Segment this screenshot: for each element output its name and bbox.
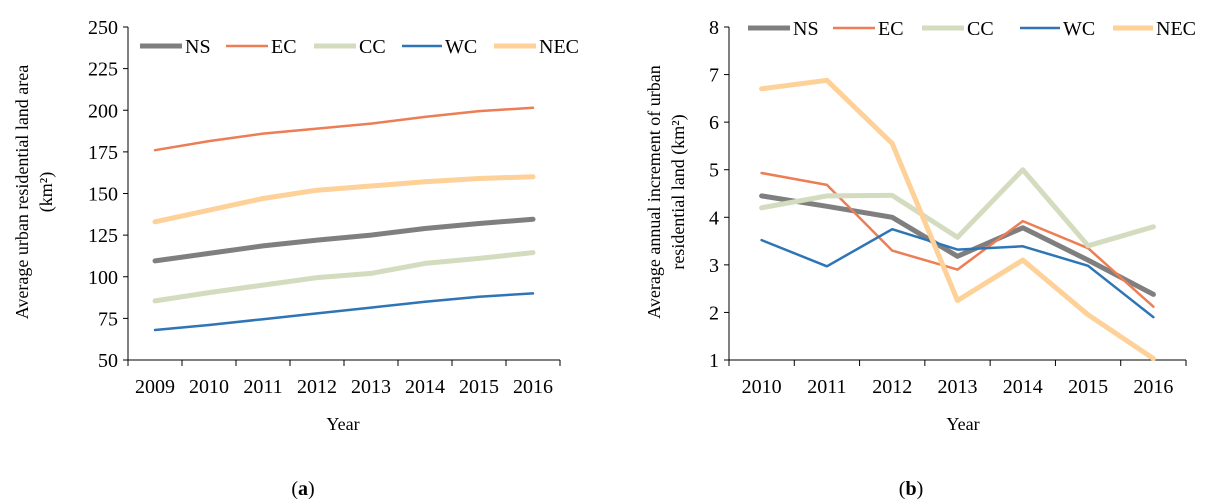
chart-a-series-line-nec	[152, 174, 536, 225]
chart-b-y-tick-label: 2	[709, 302, 719, 324]
chart-b-legend-label-wc: WC	[1063, 18, 1095, 40]
chart-a-x-tick-label: 2012	[297, 376, 337, 398]
chart-a-series-line-wc	[153, 292, 535, 332]
chart-a-y-ticks: 50 75 100 125 150 175 200 225 250	[88, 17, 128, 372]
chart-a-y-tick-label: 75	[98, 308, 118, 330]
chart-a-x-tick-label: 2013	[351, 376, 391, 398]
chart-b-y-tick-label: 1	[709, 350, 719, 372]
chart-b-legend-label-cc: CC	[967, 18, 994, 40]
chart-b-y-tick-label: 7	[709, 65, 719, 87]
chart-b-x-tick-label: 2015	[1068, 376, 1108, 398]
chart-b-x-axis-title: Year	[946, 414, 979, 434]
chart-a-y-tick-label: 225	[88, 59, 118, 81]
chart-b-x-tick-label: 2012	[872, 376, 912, 398]
chart-b-x-tick-label: 2011	[807, 376, 846, 398]
chart-a-legend: NS EC CC WC NEC	[140, 36, 579, 58]
chart-b-y-ticks: 1 2 3 4 5 6 7 8	[709, 17, 729, 372]
chart-a-x-axis-title: Year	[326, 414, 359, 434]
chart-a-legend-item-ec: EC	[226, 36, 297, 58]
chart-b-series-line-ec	[760, 171, 1155, 308]
chart-b-series-line-wc	[760, 227, 1155, 319]
chart-b-legend-label-ec: EC	[878, 18, 904, 40]
chart-b-x-tick-label: 2010	[742, 376, 782, 398]
chart-a-x-tick-label: 2015	[459, 376, 499, 398]
chart-b-series-line-cc	[759, 167, 1156, 249]
chart-a-y-tick-label: 100	[88, 267, 118, 289]
chart-a-legend-label-ns: NS	[185, 36, 211, 58]
chart-a-legend-item-nec: NEC	[494, 36, 579, 58]
chart-b-legend-item-ec: EC	[833, 18, 904, 40]
chart-a-x-tick-label: 2010	[189, 376, 229, 398]
chart-b-plot-area	[728, 27, 1186, 361]
chart-a-x-ticks: 2009 2010 2011 2012 2013 2014 2015 2016	[127, 360, 561, 398]
chart-a-y-tick-label: 200	[88, 100, 118, 122]
chart-a-y-tick-label: 125	[88, 225, 118, 247]
chart-b-panel-label: (b)	[899, 478, 923, 500]
chart-a-legend-item-cc: CC	[314, 36, 386, 58]
chart-a-x-tick-label: 2011	[243, 376, 282, 398]
chart-a-y-tick-label: 175	[88, 142, 118, 164]
chart-b-legend-item-ns: NS	[748, 18, 819, 40]
chart-a-y-tick-label: 50	[98, 350, 118, 372]
chart-a-series-line-ec	[153, 106, 535, 152]
chart-b-legend-label-nec: NEC	[1156, 18, 1196, 40]
chart-a-legend-item-wc: WC	[402, 36, 477, 58]
chart-a-y-axis-title-line1: Average urban residential land area	[12, 65, 32, 320]
chart-a-series-line-ns	[152, 216, 536, 264]
chart-a-series-line-cc	[152, 250, 536, 304]
chart-b-x-tick-label: 2013	[938, 376, 978, 398]
chart-b-x-tick-label: 2016	[1133, 376, 1173, 398]
chart-a-legend-label-nec: NEC	[539, 36, 579, 58]
chart-b-y-axis-title-line1: Average annual increment of urban	[644, 65, 664, 319]
chart-b-y-tick-label: 8	[709, 17, 719, 39]
chart-b-series	[759, 77, 1156, 362]
chart-b-series-line-nec	[759, 77, 1156, 362]
chart-a-legend-label-wc: WC	[445, 36, 477, 58]
chart-a-x-tick-label: 2014	[405, 376, 445, 398]
chart-b: 1 2 3 4 5 6 7 8 2010 2011 2012 2013 2014 2015 2016 NS…	[644, 17, 1196, 500]
chart-b-legend: NS EC CC WC NEC	[748, 18, 1196, 40]
chart-b-x-ticks: 2010 2011 2012 2013 2014 2015 2016	[728, 360, 1187, 398]
chart-b-series-line-ns	[759, 193, 1156, 297]
chart-b-y-tick-label: 4	[709, 207, 719, 229]
chart-b-legend-item-cc: CC	[922, 18, 994, 40]
chart-b-legend-item-wc: WC	[1020, 18, 1095, 40]
chart-b-y-tick-label: 5	[709, 160, 719, 182]
chart-b-legend-label-ns: NS	[793, 18, 819, 40]
chart-a-legend-item-ns: NS	[140, 36, 211, 58]
chart-a-panel-label: (a)	[291, 478, 314, 500]
chart-a-legend-label-ec: EC	[271, 36, 297, 58]
chart-a-y-tick-label: 150	[88, 184, 118, 206]
chart-a-x-tick-label: 2009	[135, 376, 175, 398]
chart-b-legend-item-nec: NEC	[1113, 18, 1196, 40]
chart-b-y-tick-label: 3	[709, 255, 719, 277]
chart-b-y-axis-title-line2: residential land (km²)	[668, 114, 689, 269]
chart-b-x-tick-label: 2014	[1003, 376, 1043, 398]
chart-a-y-tick-label: 250	[88, 17, 118, 39]
chart-b-y-tick-label: 6	[709, 112, 719, 134]
chart-a-series	[152, 106, 536, 332]
chart-a-legend-label-cc: CC	[359, 36, 386, 58]
chart-a-y-axis-title-line2: (km²)	[36, 172, 57, 212]
chart-a-x-tick-label: 2016	[513, 376, 553, 398]
